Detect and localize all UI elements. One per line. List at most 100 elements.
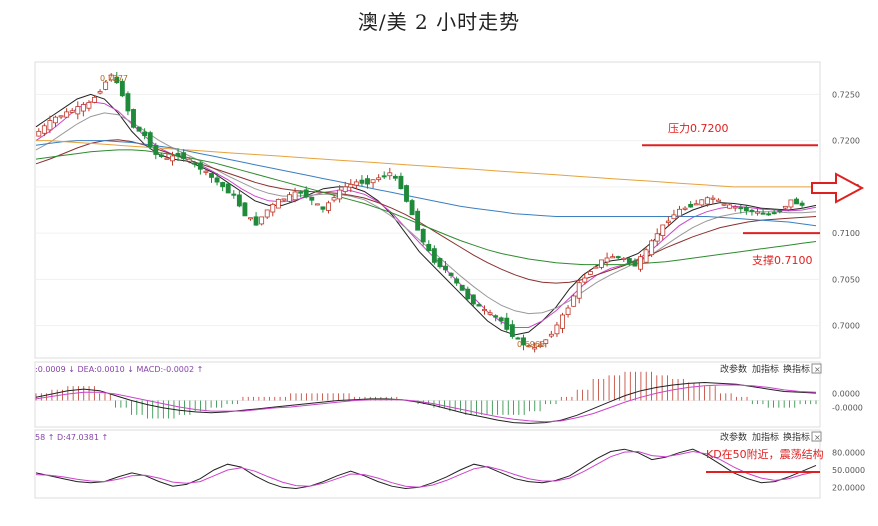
resistance-label: 压力0.7200 bbox=[668, 122, 729, 135]
candle-body bbox=[799, 202, 805, 206]
candle-body bbox=[298, 191, 304, 194]
candle-body bbox=[704, 197, 710, 205]
candle-body bbox=[710, 197, 716, 200]
candle-body bbox=[125, 93, 131, 112]
candle-body bbox=[119, 80, 125, 97]
macd-close-icon[interactable] bbox=[811, 363, 822, 374]
macd-y-axis: 0.0000 -0.0000 bbox=[35, 390, 863, 413]
candle-body bbox=[292, 191, 298, 201]
candle-body bbox=[743, 206, 749, 212]
candle-body bbox=[771, 212, 777, 215]
candle-body bbox=[331, 197, 337, 201]
candle-body bbox=[509, 324, 515, 337]
kd-switch-indicator-button[interactable]: 换指标 bbox=[783, 431, 810, 443]
macd-panel: :0.0009 ↓ DEA:0.0010 ↓ MACD:-0.0002 ↑ 改参… bbox=[34, 361, 863, 428]
candle-body bbox=[498, 317, 504, 322]
candle-body bbox=[465, 288, 471, 300]
moving-average-line bbox=[35, 139, 817, 284]
candle-body bbox=[638, 256, 643, 270]
candle-body bbox=[788, 199, 794, 208]
candle-body bbox=[760, 212, 766, 215]
candle-body bbox=[220, 182, 226, 188]
candle-body bbox=[97, 91, 103, 94]
candle-body bbox=[626, 258, 632, 263]
candle-body bbox=[287, 194, 292, 202]
price-tick-label: 0.7050 bbox=[832, 275, 860, 284]
candle-body bbox=[582, 277, 588, 283]
moving-average-line bbox=[35, 112, 817, 315]
moving-average-line bbox=[35, 140, 817, 227]
kd-annotation: KD在50附近，震荡结构 bbox=[706, 447, 824, 461]
candle-body bbox=[749, 209, 755, 212]
candle-body bbox=[248, 217, 253, 220]
support-label: 支撑0.7100 bbox=[752, 253, 813, 267]
candle-body bbox=[108, 74, 114, 81]
candle-body bbox=[682, 207, 688, 210]
macd-change-params-button[interactable]: 改参数 bbox=[720, 363, 747, 375]
moving-average-line bbox=[35, 93, 817, 336]
candle-body bbox=[353, 181, 359, 186]
candle-body bbox=[599, 259, 604, 268]
candle-body bbox=[521, 337, 526, 346]
candle-body bbox=[515, 337, 521, 340]
kd-change-params-button[interactable]: 改参数 bbox=[720, 431, 747, 443]
candle-body bbox=[576, 282, 582, 299]
macd-add-indicator-button[interactable]: 加指标 bbox=[752, 363, 779, 375]
kd-add-indicator-button[interactable]: 加指标 bbox=[752, 431, 779, 443]
candle-body bbox=[170, 155, 175, 162]
candle-body bbox=[264, 209, 270, 218]
moving-average-line bbox=[35, 149, 817, 266]
candle-body bbox=[654, 233, 660, 242]
candle-body bbox=[476, 304, 482, 307]
candle-body bbox=[738, 207, 744, 210]
candle-body bbox=[665, 220, 671, 223]
candle-body bbox=[158, 154, 164, 158]
candle-body bbox=[103, 81, 109, 90]
kd-tick-label: 80.0000 bbox=[832, 449, 865, 458]
candle-body bbox=[131, 109, 136, 128]
macd-histogram bbox=[35, 371, 817, 419]
candle-body bbox=[359, 179, 365, 184]
price-tick-label: 0.7200 bbox=[832, 137, 860, 146]
macd-dif-line bbox=[35, 381, 817, 424]
candle-body bbox=[587, 271, 593, 275]
high-price-label: 0.7277 bbox=[100, 74, 128, 83]
candle-body bbox=[571, 295, 577, 307]
candle-body bbox=[259, 216, 265, 225]
kd-close-icon[interactable] bbox=[811, 431, 822, 442]
low-price-label: 0.6968 bbox=[517, 340, 545, 349]
candle-body bbox=[409, 200, 415, 216]
candle-body bbox=[147, 132, 153, 148]
candle-body bbox=[53, 116, 58, 124]
candle-body bbox=[643, 249, 649, 263]
candle-body bbox=[225, 183, 231, 194]
candle-body bbox=[320, 206, 326, 210]
candle-body bbox=[114, 76, 120, 84]
candle-body bbox=[615, 256, 621, 259]
candle-body bbox=[303, 189, 309, 198]
candle-body bbox=[437, 258, 443, 268]
candle-body bbox=[197, 162, 203, 170]
candle-body bbox=[548, 333, 554, 337]
candle-body bbox=[342, 186, 348, 192]
candle-body bbox=[192, 162, 198, 165]
macd-legend: :0.0009 ↓ DEA:0.0010 ↓ MACD:-0.0002 ↑ bbox=[35, 365, 203, 374]
candle-body bbox=[677, 208, 682, 217]
macd-tick-label: 0.0000 bbox=[832, 390, 860, 399]
candle-body bbox=[387, 172, 393, 177]
candle-body bbox=[75, 106, 81, 115]
macd-close-glyph: × bbox=[814, 365, 821, 374]
candle-body bbox=[309, 196, 315, 201]
candlesticks bbox=[36, 71, 805, 353]
macd-lines bbox=[35, 381, 817, 424]
macd-switch-indicator-button[interactable]: 换指标 bbox=[783, 363, 810, 375]
price-grid bbox=[35, 93, 820, 327]
kd-panel-frame bbox=[34, 429, 821, 499]
candle-body bbox=[431, 248, 437, 263]
candle-body bbox=[203, 170, 209, 173]
price-tick-label: 0.7000 bbox=[832, 322, 860, 331]
candle-body bbox=[649, 240, 655, 256]
candle-body bbox=[420, 228, 426, 243]
